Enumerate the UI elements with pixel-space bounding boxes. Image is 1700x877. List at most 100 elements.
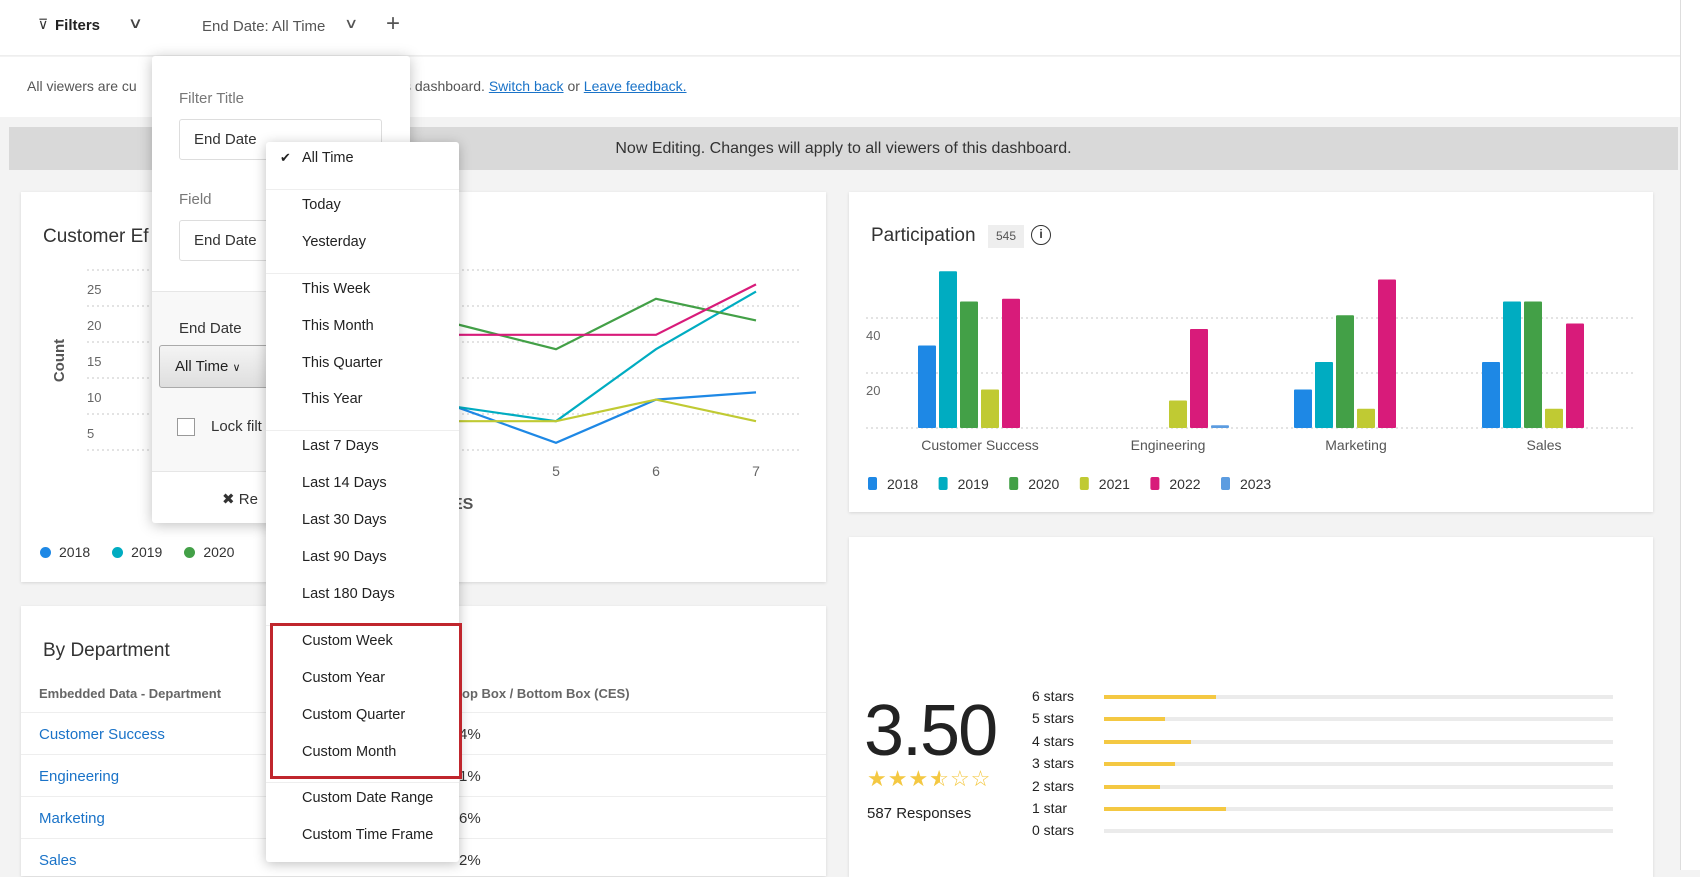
chip-chevron-down-icon[interactable]: ∨ <box>343 15 359 31</box>
menu-divider <box>266 782 459 784</box>
legend-label: 2020 <box>1028 476 1059 492</box>
bar-2020 <box>1524 301 1542 428</box>
menu-item-this-quarter[interactable]: This Quarter <box>302 354 383 371</box>
legend-label: 2018 <box>887 476 918 492</box>
menu-item-last-14-days[interactable]: Last 14 Days <box>302 475 387 492</box>
rating-row-label: 2 stars <box>1032 777 1075 794</box>
end-date-label: End Date <box>179 320 242 337</box>
bar-2022 <box>1566 323 1584 428</box>
rating-bar-fill <box>1104 807 1227 811</box>
table-row-dept-link[interactable]: Marketing <box>39 810 105 827</box>
bar-2018 <box>918 345 936 428</box>
legend-label: 2018 <box>59 544 91 560</box>
date-range-select[interactable]: All Time ∨ <box>159 345 269 388</box>
menu-item-last-7-days[interactable]: Last 7 Days <box>302 438 379 455</box>
legend-label: 2022 <box>1169 476 1200 492</box>
menu-item-custom-week[interactable]: Custom Week <box>302 632 393 649</box>
bar-2020 <box>1336 315 1354 428</box>
menu-item-last-30-days[interactable]: Last 30 Days <box>302 512 387 529</box>
menu-item-custom-month[interactable]: Custom Month <box>302 743 397 760</box>
info-icon[interactable]: i <box>1031 225 1051 245</box>
bar-2023 <box>1211 425 1229 428</box>
line-chart-title: Customer Ef <box>43 226 149 247</box>
add-filter-button[interactable]: + <box>386 10 401 37</box>
menu-item-today[interactable]: Today <box>302 196 341 213</box>
menu-item-custom-quarter[interactable]: Custom Quarter <box>302 706 406 723</box>
menu-item-last-90-days[interactable]: Last 90 Days <box>302 549 387 565</box>
rating-bar-fill <box>1104 695 1216 699</box>
table-row-pct: 1% <box>459 768 481 785</box>
table-row-dept-link[interactable]: Engineering <box>39 768 120 785</box>
menu-item-custom-date-range[interactable]: Custom Date Range <box>302 790 434 807</box>
menu-item-this-year[interactable]: This Year <box>302 391 363 408</box>
rating-row-label: 4 stars <box>1032 732 1075 749</box>
legend-swatch <box>1150 477 1160 490</box>
info-suffix: s dashboard. <box>404 78 485 94</box>
line-chart: 5 10 15 20 25 5 6 7 <box>87 269 802 479</box>
highlight-box <box>270 623 462 779</box>
menu-divider <box>266 430 459 432</box>
lock-filter-checkbox[interactable] <box>177 418 195 436</box>
filters-chevron-down-icon[interactable]: ∨ <box>127 15 144 32</box>
star-full-icon: ★ <box>887 766 909 791</box>
rating-bar-track <box>1104 829 1613 834</box>
rating-bar-track <box>1104 807 1613 811</box>
legend-item-2019[interactable]: 2019 <box>112 544 162 560</box>
x-tick-label: Marketing <box>1325 437 1386 453</box>
rating-row-label: 5 stars <box>1032 710 1075 727</box>
table-title: By Department <box>43 640 170 661</box>
table-row-pct: 6% <box>459 810 481 827</box>
bar-2021 <box>1545 408 1563 428</box>
rating-bar-fill <box>1104 717 1166 722</box>
x-tick-label: 6 <box>652 463 660 479</box>
menu-divider <box>266 272 459 274</box>
filter-bar: ⊽ Filters ∨ End Date: All Time ∨ + <box>0 0 1680 56</box>
star-full-icon: ★ <box>867 766 888 791</box>
bar-chart: 20 40 Customer Success Engineering Marketing… <box>866 271 1633 492</box>
filter-title-value: End Date <box>194 131 257 148</box>
legend-swatch <box>1221 477 1230 490</box>
table-row-dept-link[interactable]: Customer Success <box>39 726 165 743</box>
star-half-icon: ☆★ <box>929 766 950 791</box>
bar-2019 <box>1503 301 1521 428</box>
scrollbar[interactable] <box>1680 0 1700 870</box>
chevron-down-icon: ∨ <box>232 362 241 374</box>
menu-item-this-month[interactable]: This Month <box>302 317 374 334</box>
rating-row-label: 1 star <box>1032 800 1068 816</box>
legend-label: 2019 <box>131 544 163 560</box>
y-tick-label: 15 <box>87 354 101 369</box>
legend-label: 2021 <box>1099 476 1130 492</box>
column-header-top-box[interactable]: op Box / Bottom Box (CES) <box>462 686 630 701</box>
legend-item-2018[interactable]: 2018 <box>40 544 90 560</box>
y-tick-label: 10 <box>87 390 101 405</box>
remove-label: Re <box>238 491 258 508</box>
leave-feedback-link[interactable]: Leave feedback. <box>583 78 687 94</box>
filters-label[interactable]: Filters <box>55 17 101 34</box>
average-score: 3.50 <box>864 691 998 771</box>
menu-item-last-180-days[interactable]: Last 180 Days <box>302 585 395 602</box>
end-date-filter-chip[interactable]: End Date: All Time <box>202 18 326 35</box>
info-text: All viewers are cu <box>27 78 137 94</box>
menu-item-custom-year[interactable]: Custom Year <box>302 669 386 686</box>
info-text-end: s dashboard. Switch back or Leave feedba… <box>404 78 687 94</box>
participation-title: Participation <box>871 225 976 246</box>
menu-item-all-time[interactable]: All Time ✔ <box>280 150 354 166</box>
menu-item-this-week[interactable]: This Week <box>302 280 371 297</box>
check-icon: ✔ <box>280 150 291 165</box>
menu-item-custom-time-frame[interactable]: Custom Time Frame <box>302 827 434 844</box>
select-value: All Time <box>175 358 229 375</box>
rating-row-label: 6 stars <box>1032 688 1075 704</box>
menu-item-yesterday[interactable]: Yesterday <box>302 233 366 250</box>
rating-row-label: 0 stars <box>1032 822 1075 839</box>
remove-filter-button[interactable]: ✖ Re <box>222 490 258 508</box>
y-tick-label: 25 <box>87 282 101 297</box>
y-tick-label: 20 <box>87 318 101 333</box>
legend-item-2020[interactable]: 2020 <box>184 544 234 560</box>
rating-bar-track <box>1104 717 1613 722</box>
y-tick-label: 5 <box>87 426 94 441</box>
bar-2020 <box>960 301 978 428</box>
switch-back-link[interactable]: Switch back <box>488 78 564 94</box>
legend-label: 2023 <box>1240 476 1271 492</box>
table-row-dept-link[interactable]: Sales <box>39 852 77 869</box>
column-header-department[interactable]: Embedded Data - Department <box>39 686 222 701</box>
